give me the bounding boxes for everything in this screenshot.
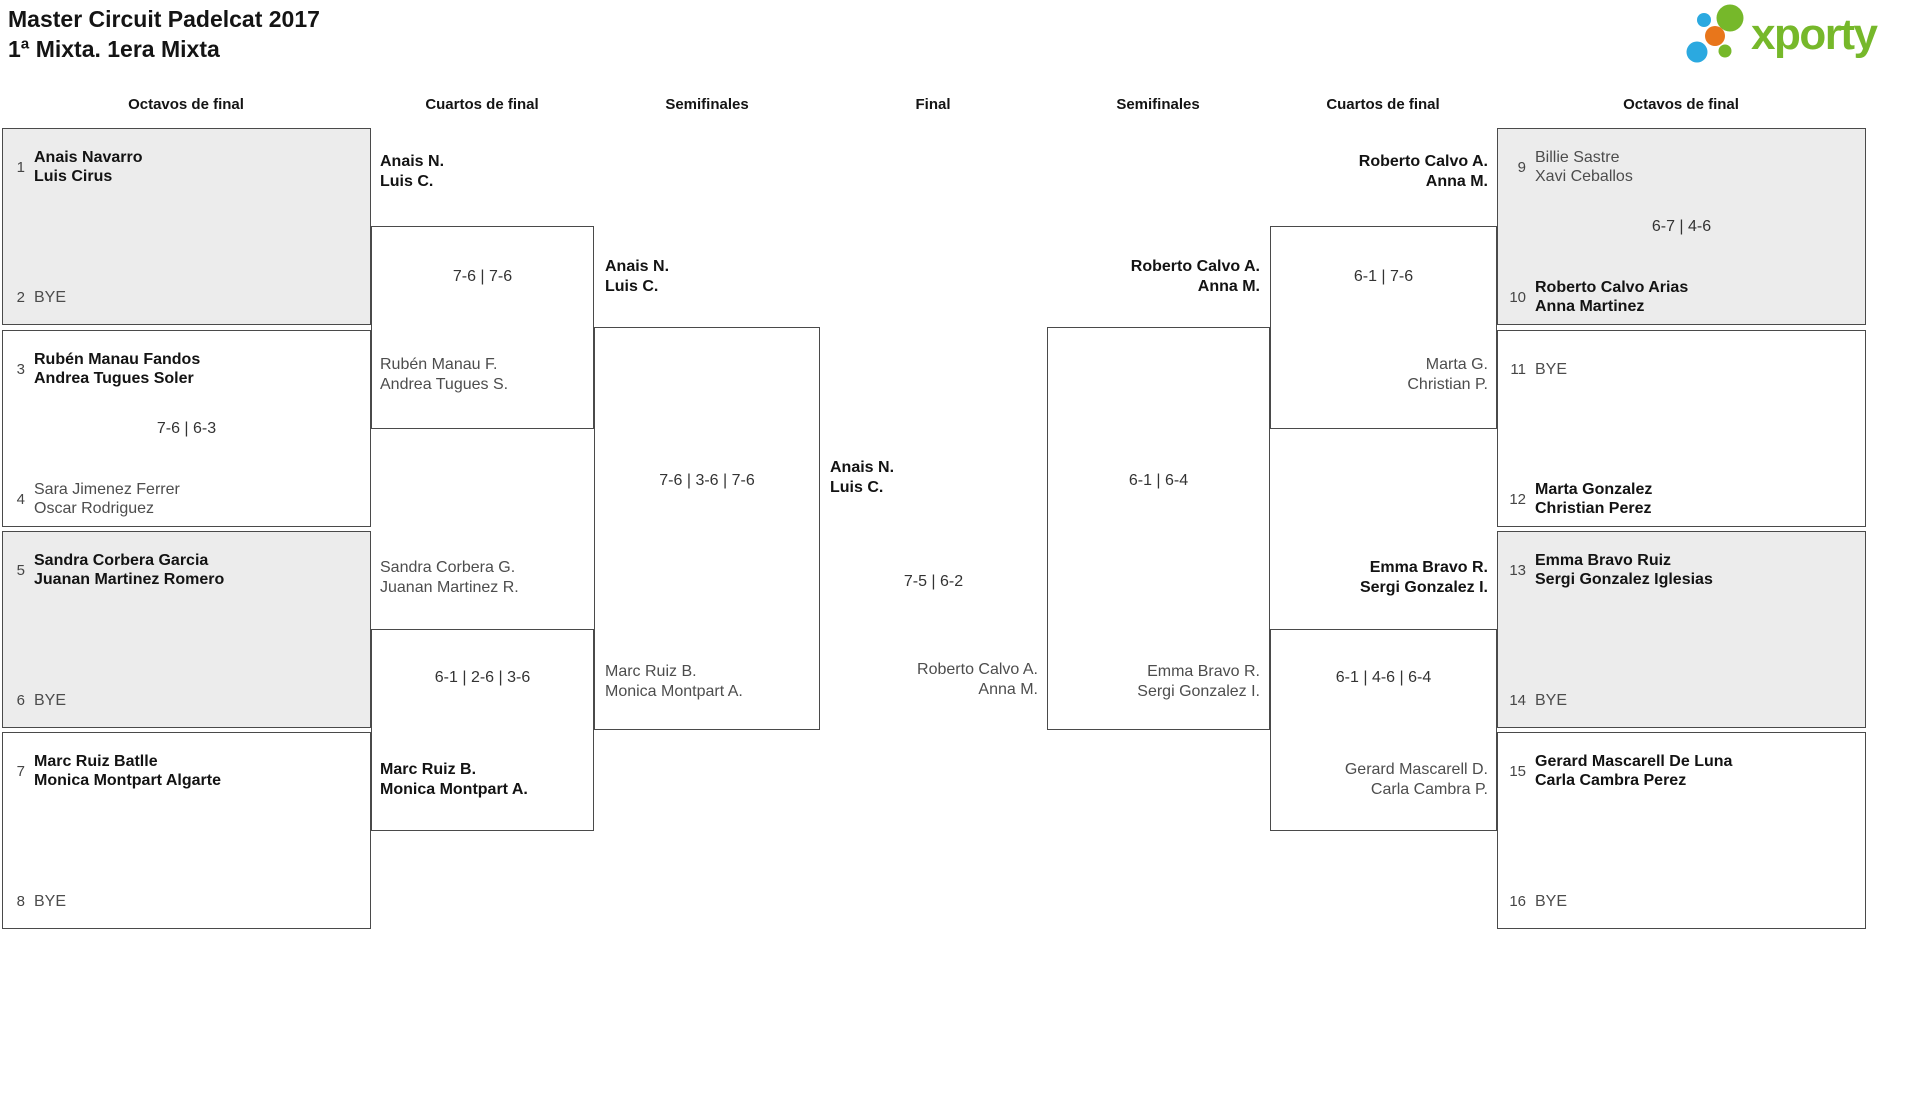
seed-number: 13: [1509, 561, 1526, 579]
team-names: Roberto Calvo Arias Anna Martinez: [1535, 279, 1689, 315]
seed-number: 11: [1510, 360, 1526, 378]
advancer-label: Anais N. Luis C.: [605, 258, 670, 295]
round-header-semis-left: Semifinales: [665, 96, 749, 113]
seed-number: 15: [1509, 762, 1526, 780]
team-row: 12 Marta Gonzalez Christian Perez: [1508, 475, 1861, 523]
advancer-label: Gerard Mascarell D. Carla Cambra P.: [1344, 761, 1488, 798]
page-subtitle: 1ª Mixta. 1era Mixta: [8, 36, 220, 62]
team-row: 8 BYE: [7, 877, 366, 925]
advancer-label: Anais N. Luis C.: [380, 153, 445, 190]
team-row: 16 BYE: [1508, 877, 1861, 925]
xporty-wordmark: xporty: [1751, 10, 1878, 59]
page-title-block: Master Circuit Padelcat 2017 1ª Mixta. 1…: [8, 4, 320, 64]
advancer-label: Emma Bravo R. Sergi Gonzalez I.: [1137, 663, 1260, 700]
team-names: BYE: [34, 288, 67, 306]
seed-number: 12: [1509, 490, 1526, 508]
match-box-octavos-7: 13 Emma Bravo Ruiz Sergi Gonzalez Iglesia…: [1497, 531, 1866, 728]
advancer-label: Marc Ruiz B. Monica Montpart A.: [380, 761, 528, 798]
advancer-label: Roberto Calvo A. Anna M.: [1358, 153, 1488, 190]
seed-number: 9: [1517, 158, 1526, 176]
round-header-final: Final: [915, 96, 951, 113]
seed-number: 7: [16, 762, 25, 780]
match-box-cuartos-right-2: [1270, 629, 1497, 831]
team-names: Emma Bravo Ruiz Sergi Gonzalez Iglesias: [1535, 552, 1713, 588]
match-score: 6-1 | 2-6 | 3-6: [434, 669, 531, 686]
team-names: Billie Sastre Xavi Ceballos: [1535, 149, 1633, 185]
team-names: BYE: [34, 691, 67, 709]
team-names: Sara Jimenez Ferrer Oscar Rodriguez: [34, 481, 180, 517]
match-box-octavos-3: 5 Sandra Corbera Garcia Juanan Martinez R…: [2, 531, 371, 728]
team-row: 3 Rubén Manau Fandos Andrea Tugues Soler: [7, 345, 366, 393]
team-row: 14 BYE: [1508, 676, 1861, 724]
match-box-cuartos-left-2: [371, 629, 594, 831]
team-row: 11 BYE: [1508, 345, 1861, 393]
team-names: BYE: [1535, 360, 1568, 378]
seed-number: 5: [16, 561, 25, 579]
match-score: 6-1 | 7-6: [1353, 268, 1414, 285]
advancer-label: Roberto Calvo A. Anna M.: [1130, 258, 1260, 295]
team-names: Marta Gonzalez Christian Perez: [1535, 481, 1653, 517]
match-box-octavos-6: 11 BYE 12 Marta Gonzalez Christian Perez: [1497, 330, 1866, 527]
match-box-octavos-5: 9 Billie Sastre Xavi Ceballos 6-7 | 4-6 1…: [1497, 128, 1866, 325]
team-names: Rubén Manau Fandos Andrea Tugues Soler: [34, 351, 201, 387]
round-header-octavos-right: Octavos de final: [1623, 96, 1739, 113]
team-names: BYE: [34, 892, 67, 910]
seed-number: 3: [16, 360, 25, 378]
seed-number: 8: [16, 892, 25, 910]
team-names: Gerard Mascarell De Luna Carla Cambra Per…: [1535, 753, 1733, 789]
team-row: 7 Marc Ruiz Batlle Monica Montpart Algart…: [7, 747, 366, 795]
match-box-semifinal-right: [1047, 327, 1270, 730]
match-score: 6-1 | 6-4: [1128, 472, 1189, 489]
team-names: Sandra Corbera Garcia Juanan Martinez Rom…: [34, 552, 225, 588]
seed-number: 1: [16, 158, 25, 176]
round-header-cuartos-left: Cuartos de final: [425, 96, 539, 113]
team-row: 1 Anais Navarro Luis Cirus: [7, 143, 366, 191]
xporty-dots-icon: [1686, 4, 1744, 63]
advancer-label: Emma Bravo R. Sergi Gonzalez I.: [1359, 559, 1488, 596]
team-row: 4 Sara Jimenez Ferrer Oscar Rodriguez: [7, 475, 366, 523]
team-names: BYE: [1535, 892, 1568, 910]
seed-number: 4: [16, 490, 25, 508]
match-box-octavos-4: 7 Marc Ruiz Batlle Monica Montpart Algart…: [2, 732, 371, 929]
xporty-logo[interactable]: xporty: [1684, 4, 1878, 66]
team-row: 6 BYE: [7, 676, 366, 724]
advancer-label: Marc Ruiz B. Monica Montpart A.: [605, 663, 743, 700]
match-box-octavos-8: 15 Gerard Mascarell De Luna Carla Cambra …: [1497, 732, 1866, 929]
seed-number: 16: [1509, 892, 1526, 910]
advancer-label: Rubén Manau F. Andrea Tugues S.: [380, 356, 509, 393]
match-box-octavos-2: 3 Rubén Manau Fandos Andrea Tugues Soler …: [2, 330, 371, 527]
round-header-cuartos-right: Cuartos de final: [1326, 96, 1440, 113]
final-runnerup-label: Roberto Calvo A. Anna M.: [917, 661, 1038, 698]
round-header-octavos-left: Octavos de final: [128, 96, 244, 113]
final-winner-label: Anais N. Luis C.: [830, 459, 895, 496]
match-box-octavos-1: 1 Anais Navarro Luis Cirus 2 BYE: [2, 128, 371, 325]
team-row: 9 Billie Sastre Xavi Ceballos: [1508, 143, 1861, 191]
match-score: 7-6 | 6-3: [156, 420, 217, 437]
match-box-cuartos-right-1: [1270, 226, 1497, 429]
team-row: 2 BYE: [7, 273, 366, 321]
seed-number: 2: [16, 288, 25, 306]
advancer-label: Sandra Corbera G. Juanan Martinez R.: [380, 559, 519, 596]
match-score: 6-1 | 4-6 | 6-4: [1335, 669, 1432, 686]
team-names: Anais Navarro Luis Cirus: [34, 149, 143, 185]
team-names: Marc Ruiz Batlle Monica Montpart Algarte: [34, 753, 221, 789]
team-row: 5 Sandra Corbera Garcia Juanan Martinez R…: [7, 546, 366, 594]
team-row: 13 Emma Bravo Ruiz Sergi Gonzalez Iglesia…: [1508, 546, 1861, 594]
seed-number: 6: [16, 691, 25, 709]
round-header-semis-right: Semifinales: [1116, 96, 1200, 113]
match-score: 7-6 | 3-6 | 7-6: [659, 472, 755, 489]
seed-number: 10: [1509, 288, 1526, 306]
advancer-label: Marta G. Christian P.: [1407, 356, 1488, 393]
match-score: 6-7 | 4-6: [1651, 218, 1712, 235]
team-names: BYE: [1535, 691, 1568, 709]
team-row: 10 Roberto Calvo Arias Anna Martinez: [1508, 273, 1861, 321]
seed-number: 14: [1509, 691, 1526, 709]
match-box-cuartos-left-1: [371, 226, 594, 429]
match-score: 7-6 | 7-6: [452, 268, 513, 285]
final-score: 7-5 | 6-2: [903, 573, 964, 590]
page-title: Master Circuit Padelcat 2017: [8, 6, 320, 32]
match-box-semifinal-left: [594, 327, 820, 730]
team-row: 15 Gerard Mascarell De Luna Carla Cambra …: [1508, 747, 1861, 795]
